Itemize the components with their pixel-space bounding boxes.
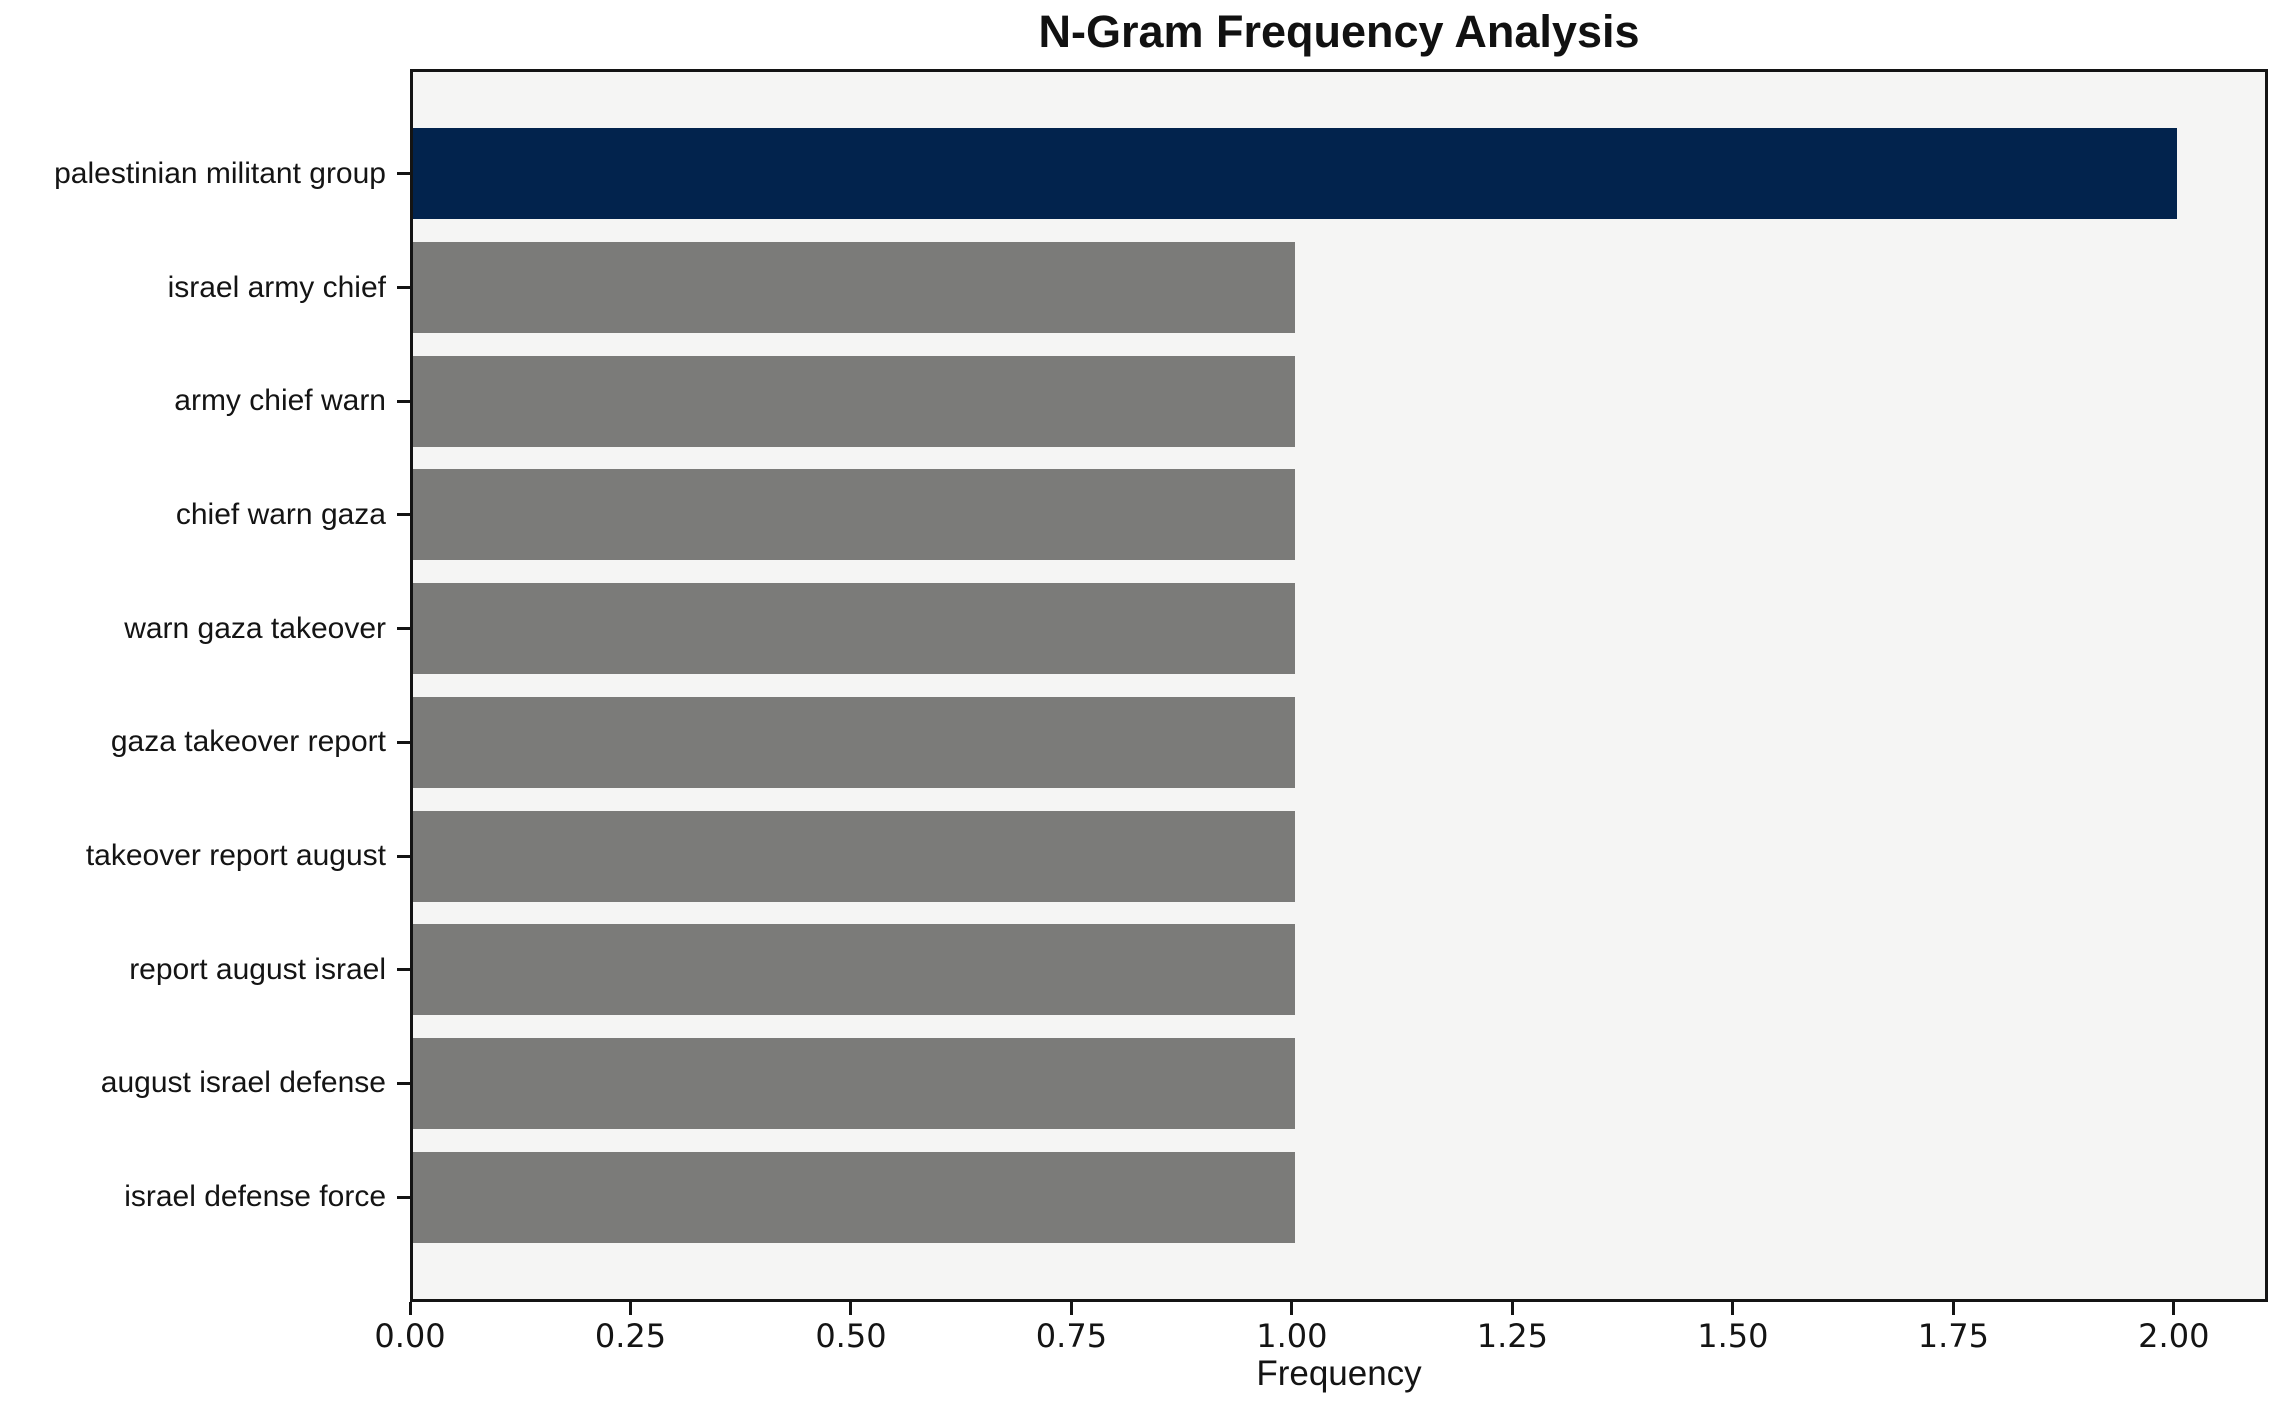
x-tick-label: 0.50	[815, 1317, 887, 1355]
bar-row	[413, 913, 2265, 1027]
y-tick-label: israel army chief	[167, 270, 386, 304]
bar	[413, 583, 1295, 675]
y-tick-label: chief warn gaza	[175, 497, 386, 531]
x-tick-label: 1.75	[1917, 1317, 1989, 1355]
y-tick-mark	[397, 172, 410, 176]
y-tick-label: army chief warn	[174, 384, 386, 418]
bar-row	[413, 686, 2265, 800]
bar	[413, 1151, 1295, 1243]
x-axis-title: Frequency	[1256, 1354, 1422, 1393]
y-tick-label: gaza takeover report	[110, 725, 386, 759]
x-tick-label: 2.00	[2138, 1317, 2210, 1355]
chart-title: N-Gram Frequency Analysis	[1038, 6, 1640, 57]
y-tick-mark	[397, 627, 410, 631]
x-tick-label: 0.00	[374, 1317, 446, 1355]
bar-row	[413, 1140, 2265, 1254]
bar	[413, 924, 1295, 1016]
bar-row	[413, 117, 2265, 231]
x-tick-label: 1.50	[1697, 1317, 1769, 1355]
y-tick-mark	[397, 513, 410, 517]
y-tick-mark	[397, 399, 410, 403]
x-tick-label: 1.00	[1256, 1317, 1328, 1355]
plot-area	[410, 69, 2268, 1302]
bar	[413, 1037, 1295, 1129]
y-tick-label: palestinian militant group	[54, 156, 386, 190]
x-tick-mark	[628, 1302, 632, 1315]
bar-row	[413, 458, 2265, 572]
x-tick-mark	[1951, 1302, 1955, 1315]
y-tick-mark	[397, 740, 410, 744]
y-tick-label: report august israel	[129, 952, 386, 986]
x-tick-mark	[1069, 1302, 1073, 1315]
bar-row	[413, 799, 2265, 913]
bar-row	[413, 344, 2265, 458]
bar	[413, 242, 1295, 334]
x-tick-mark	[849, 1302, 853, 1315]
x-tick-mark	[1290, 1302, 1294, 1315]
x-tick-label: 0.25	[594, 1317, 667, 1355]
y-tick-label: israel defense force	[124, 1180, 386, 1214]
y-tick-label: takeover report august	[85, 839, 386, 873]
bar-row	[413, 231, 2265, 345]
bar	[413, 355, 1295, 447]
y-tick-label: warn gaza takeover	[124, 611, 386, 645]
x-tick-mark	[2172, 1302, 2176, 1315]
x-tick-mark	[408, 1302, 412, 1315]
x-tick-mark	[1510, 1302, 1514, 1315]
x-tick-mark	[1731, 1302, 1735, 1315]
bar-row	[413, 572, 2265, 686]
y-tick-mark	[397, 1195, 410, 1199]
bar-row	[413, 1027, 2265, 1141]
y-tick-label: august israel defense	[100, 1066, 386, 1100]
bar	[413, 696, 1295, 788]
y-tick-mark	[397, 854, 410, 858]
bar	[413, 128, 2177, 220]
y-tick-mark	[397, 968, 410, 972]
x-tick-label: 0.75	[1035, 1317, 1108, 1355]
bars-container	[413, 72, 2265, 1299]
bar	[413, 469, 1295, 561]
bar	[413, 810, 1295, 902]
x-tick-label: 1.25	[1476, 1317, 1548, 1355]
y-tick-mark	[397, 286, 410, 290]
y-tick-mark	[397, 1081, 410, 1085]
